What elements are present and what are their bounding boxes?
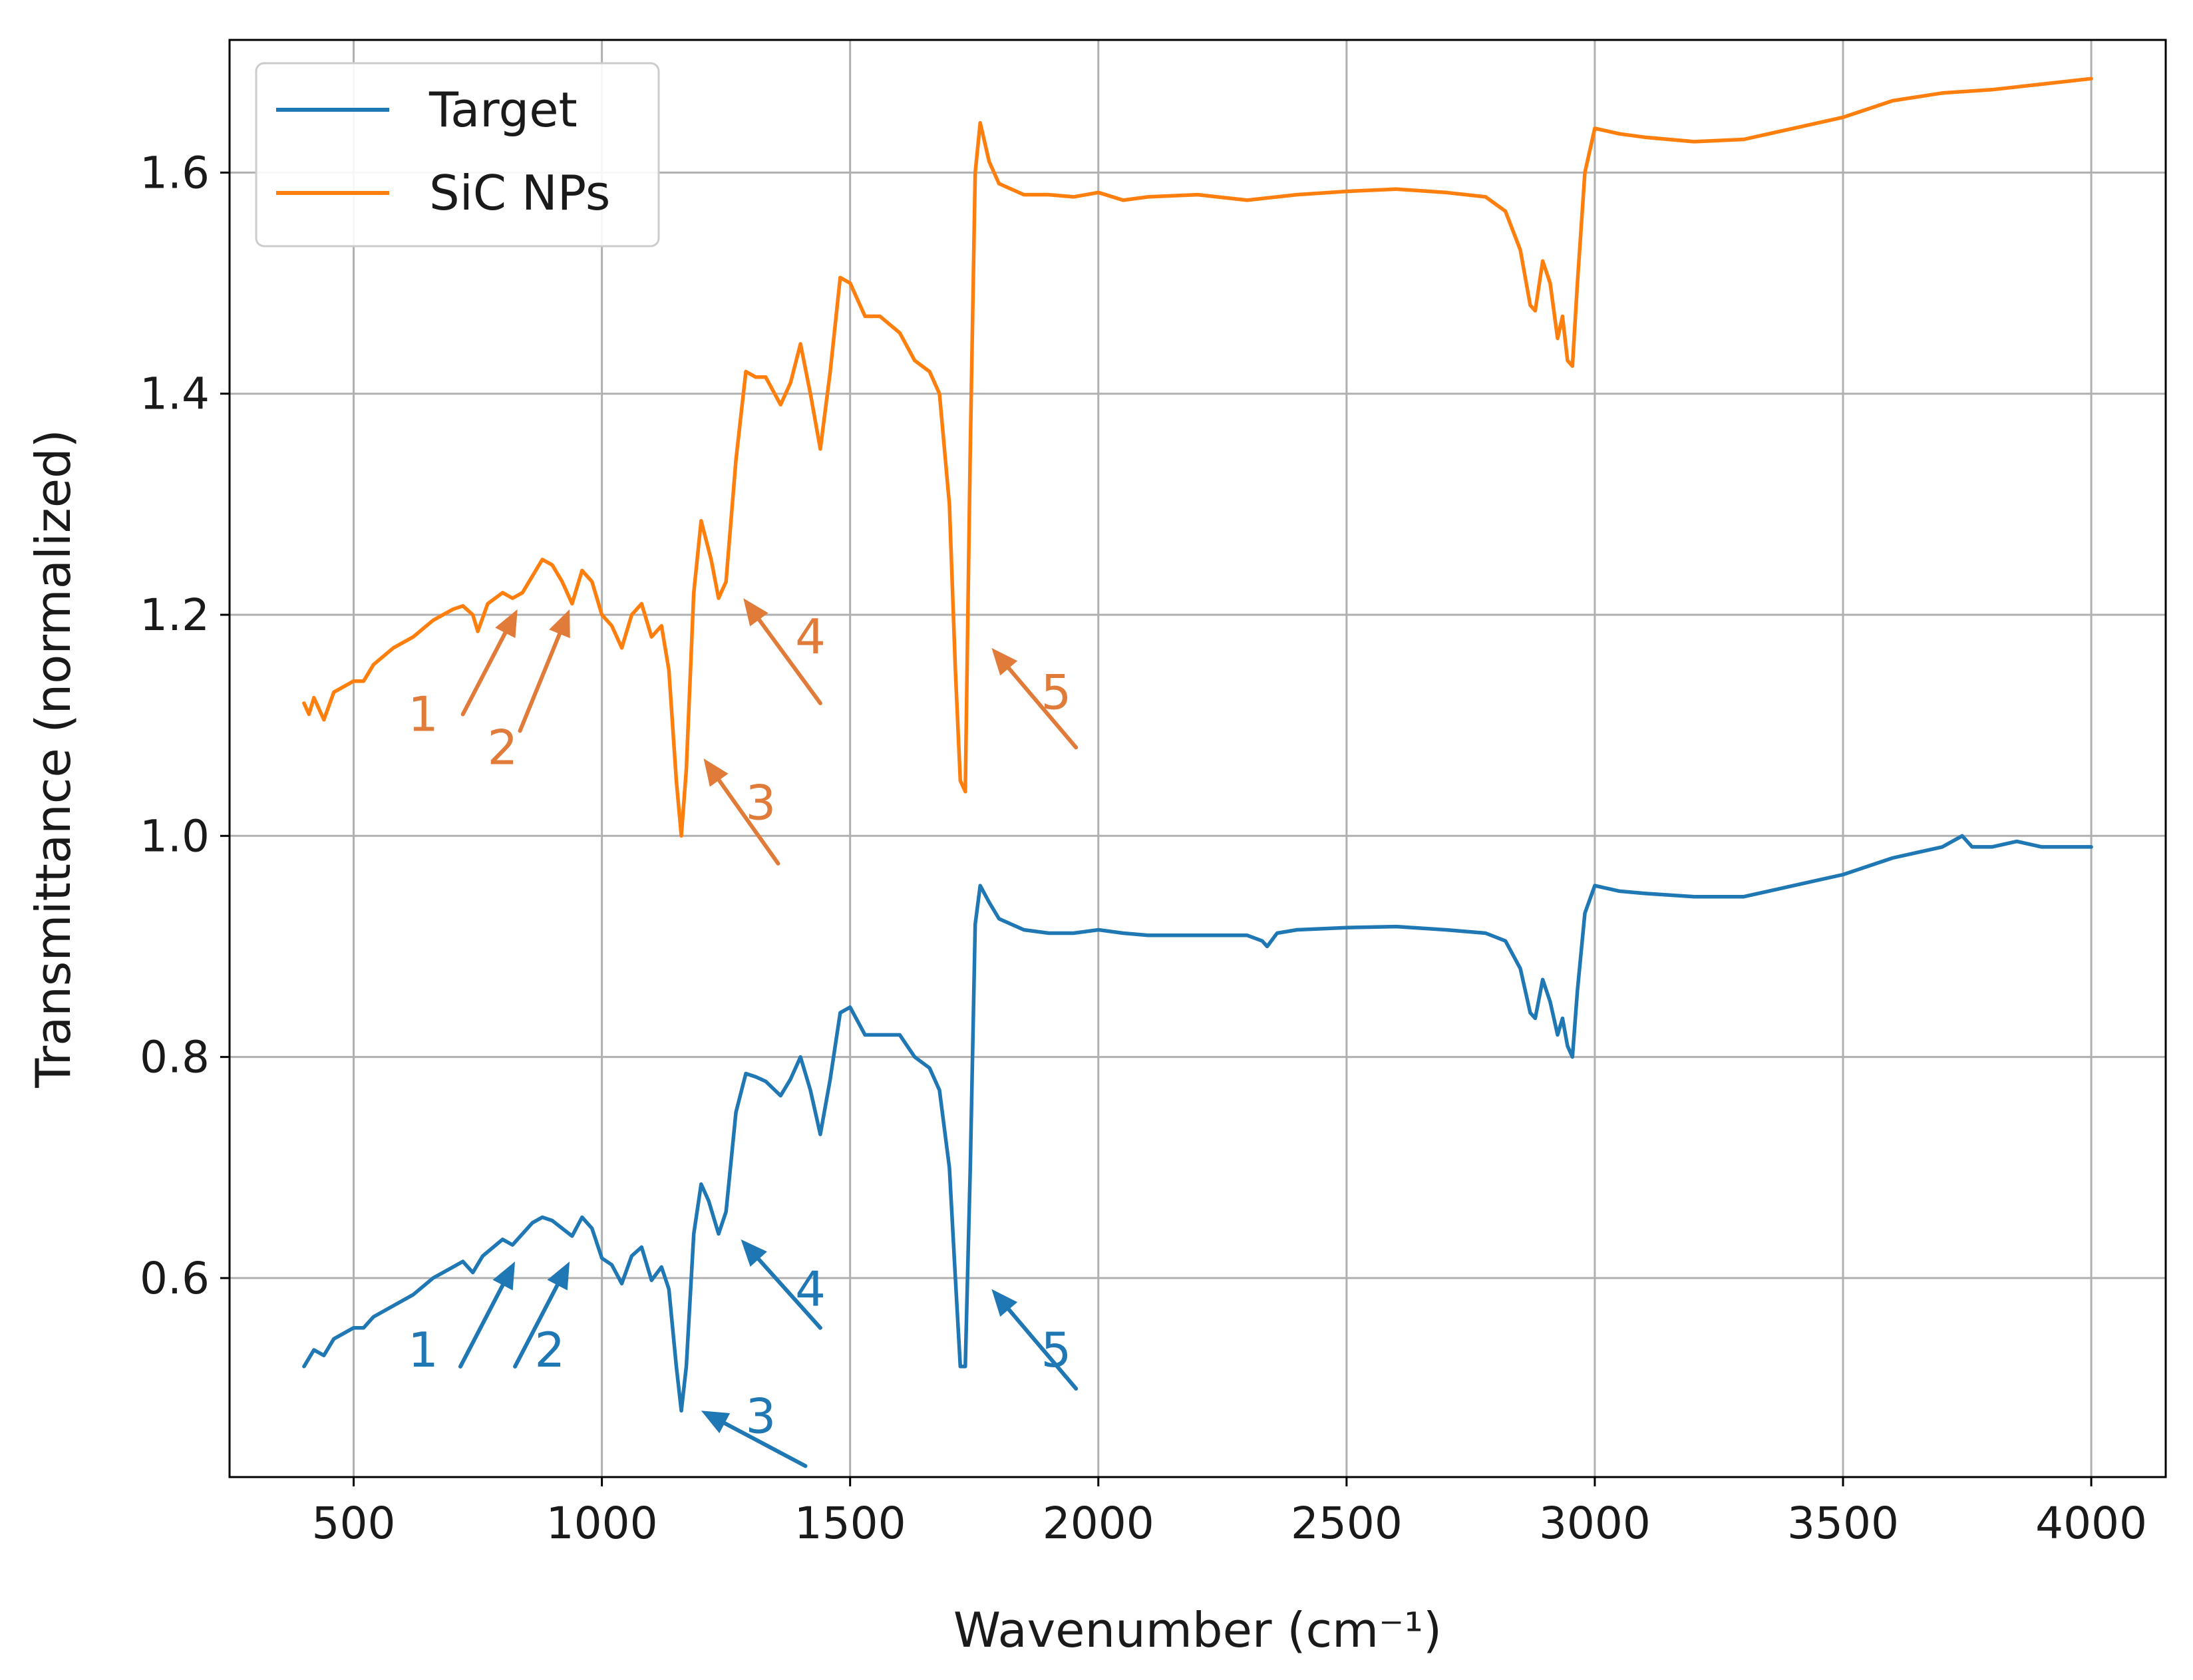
annotation-label: 4 <box>795 609 826 665</box>
arrow-head <box>547 1261 570 1291</box>
annotation-label: 1 <box>408 1322 438 1378</box>
arrow-head <box>549 609 570 639</box>
arrow-shaft <box>1007 666 1079 750</box>
arrow-head <box>991 1289 1018 1317</box>
annotation-label: 2 <box>534 1322 565 1378</box>
annotation-arrow <box>741 1239 822 1330</box>
annotation-arrow <box>703 758 780 866</box>
y-tick-label: 1.2 <box>140 589 210 641</box>
x-tick-label: 2500 <box>1291 1498 1403 1549</box>
arrow-shaft <box>460 631 508 717</box>
x-tick-label: 3000 <box>1539 1498 1651 1549</box>
arrow-shaft <box>518 631 562 733</box>
grid <box>230 40 2166 1477</box>
y-tick-label: 1.4 <box>140 369 210 420</box>
x-tick-label: 2000 <box>1043 1498 1154 1549</box>
arrow-shaft <box>513 1283 560 1369</box>
annotation-arrow <box>743 598 822 705</box>
arrow-shaft <box>757 1257 822 1330</box>
x-tick-label: 500 <box>312 1498 396 1549</box>
annotation-arrow <box>701 1411 808 1468</box>
arrow-shaft <box>723 1421 808 1468</box>
annotation-label: 3 <box>745 1389 776 1444</box>
arrow-head <box>741 1239 767 1267</box>
annotation-label: 2 <box>487 719 518 775</box>
plot-frame <box>228 39 2167 1478</box>
arrow-shaft <box>717 778 780 866</box>
x-tick-label: 4000 <box>2035 1498 2147 1549</box>
y-axis-label: Transmittance (normalized) <box>25 429 81 1089</box>
arrow-head <box>703 758 729 787</box>
arrow-shaft <box>458 1283 505 1369</box>
legend: Target SiC NPs <box>255 62 660 248</box>
annotation-arrow <box>991 1289 1079 1391</box>
annotation-label: 5 <box>1041 664 1071 720</box>
arrow-head <box>743 598 768 627</box>
series-line-target <box>302 834 2093 1413</box>
series-line-sic-nps <box>302 77 2093 838</box>
arrow-head <box>991 647 1018 676</box>
x-axis-label: Wavenumber (cm⁻¹) <box>953 1602 1442 1658</box>
arrow-head <box>701 1411 731 1434</box>
annotation-arrow <box>518 609 570 733</box>
annotation-label: 3 <box>745 774 776 830</box>
tick-layer: 500 1000 1500 2000 2500 3000 3500 4000 0.6 0.8 1.0… <box>140 147 2147 1549</box>
y-tick-label: 1.6 <box>140 147 210 198</box>
arrow-shaft <box>757 617 822 705</box>
annotation-arrow <box>458 1261 516 1369</box>
x-tick-label: 3500 <box>1787 1498 1899 1549</box>
series-layer <box>302 77 2093 1413</box>
y-tick-label: 0.6 <box>140 1253 210 1304</box>
annotation-label: 4 <box>795 1261 826 1317</box>
x-tick-label: 1000 <box>546 1498 658 1549</box>
arrow-head <box>492 1261 516 1291</box>
annotation-arrow <box>460 609 518 717</box>
annotation-label: 1 <box>408 687 438 743</box>
x-tick-label: 1500 <box>794 1498 906 1549</box>
annotation-label: 5 <box>1041 1322 1071 1378</box>
y-tick-label: 1.0 <box>140 810 210 862</box>
arrow-head <box>495 609 518 639</box>
annotation-arrow <box>513 1261 570 1369</box>
legend-label: SiC NPs <box>429 165 610 221</box>
annotation-arrow <box>991 647 1079 750</box>
y-tick-label: 0.8 <box>140 1032 210 1083</box>
legend-label: Target <box>428 82 578 138</box>
arrow-shaft <box>1007 1307 1079 1391</box>
